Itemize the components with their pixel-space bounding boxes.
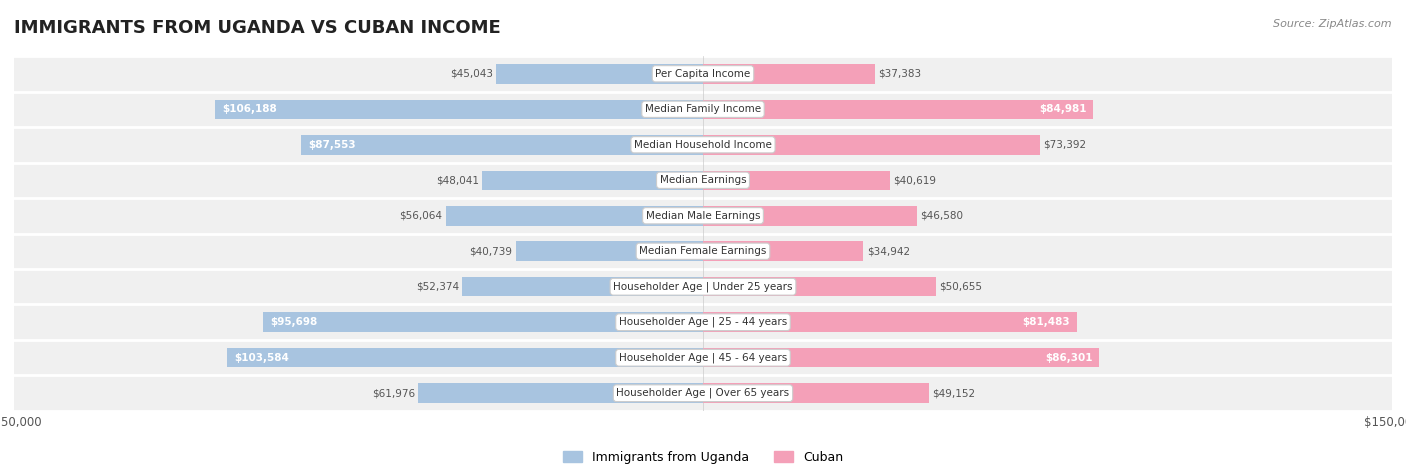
Bar [703, 206, 917, 226]
Text: Householder Age | Over 65 years: Householder Age | Over 65 years [616, 388, 790, 398]
Text: $46,580: $46,580 [921, 211, 963, 221]
Bar [703, 277, 935, 297]
Bar [463, 277, 703, 297]
Bar [263, 312, 703, 332]
Text: Median Female Earnings: Median Female Earnings [640, 246, 766, 256]
Bar [703, 312, 1077, 332]
Text: $40,619: $40,619 [893, 175, 936, 185]
Bar [703, 99, 1094, 119]
Bar [703, 64, 875, 84]
Text: Householder Age | 45 - 64 years: Householder Age | 45 - 64 years [619, 353, 787, 363]
Text: $81,483: $81,483 [1022, 317, 1070, 327]
Bar [14, 234, 1392, 269]
Bar [14, 375, 1392, 411]
Text: $56,064: $56,064 [399, 211, 441, 221]
Text: $34,942: $34,942 [868, 246, 910, 256]
Text: $95,698: $95,698 [270, 317, 318, 327]
Bar [14, 304, 1392, 340]
Text: $50,655: $50,655 [939, 282, 983, 292]
Bar [516, 241, 703, 261]
Bar [14, 234, 1392, 269]
Bar [14, 198, 1392, 234]
Text: $106,188: $106,188 [222, 104, 277, 114]
Bar [14, 127, 1392, 163]
Bar [14, 340, 1392, 375]
Bar [14, 163, 1392, 198]
Text: $48,041: $48,041 [436, 175, 479, 185]
Bar [14, 92, 1392, 127]
Text: Source: ZipAtlas.com: Source: ZipAtlas.com [1274, 19, 1392, 28]
Bar [14, 304, 1392, 340]
Text: Householder Age | 25 - 44 years: Householder Age | 25 - 44 years [619, 317, 787, 327]
Bar [14, 340, 1392, 375]
Text: Median Earnings: Median Earnings [659, 175, 747, 185]
Bar [703, 170, 890, 190]
Bar [446, 206, 703, 226]
Bar [14, 163, 1392, 198]
Text: $49,152: $49,152 [932, 388, 976, 398]
Bar [301, 135, 703, 155]
Text: Per Capita Income: Per Capita Income [655, 69, 751, 79]
Text: $37,383: $37,383 [879, 69, 921, 79]
Text: $73,392: $73,392 [1043, 140, 1087, 150]
Text: $103,584: $103,584 [235, 353, 290, 363]
Text: Median Household Income: Median Household Income [634, 140, 772, 150]
Bar [496, 64, 703, 84]
Bar [703, 241, 863, 261]
Bar [228, 348, 703, 368]
Text: $86,301: $86,301 [1045, 353, 1092, 363]
Text: Median Family Income: Median Family Income [645, 104, 761, 114]
Bar [419, 383, 703, 403]
Text: Median Male Earnings: Median Male Earnings [645, 211, 761, 221]
Bar [14, 56, 1392, 92]
Text: $61,976: $61,976 [371, 388, 415, 398]
Bar [14, 56, 1392, 92]
Bar [14, 127, 1392, 163]
Text: IMMIGRANTS FROM UGANDA VS CUBAN INCOME: IMMIGRANTS FROM UGANDA VS CUBAN INCOME [14, 19, 501, 37]
Bar [14, 269, 1392, 304]
Bar [14, 375, 1392, 411]
Text: $84,981: $84,981 [1039, 104, 1087, 114]
Text: $87,553: $87,553 [308, 140, 356, 150]
Bar [14, 269, 1392, 304]
Bar [703, 135, 1040, 155]
Text: $52,374: $52,374 [416, 282, 458, 292]
Text: Householder Age | Under 25 years: Householder Age | Under 25 years [613, 282, 793, 292]
Bar [703, 383, 929, 403]
Bar [215, 99, 703, 119]
Bar [14, 92, 1392, 127]
Bar [482, 170, 703, 190]
Legend: Immigrants from Uganda, Cuban: Immigrants from Uganda, Cuban [558, 446, 848, 467]
Text: $45,043: $45,043 [450, 69, 492, 79]
Text: $40,739: $40,739 [470, 246, 512, 256]
Bar [14, 198, 1392, 234]
Bar [703, 348, 1099, 368]
